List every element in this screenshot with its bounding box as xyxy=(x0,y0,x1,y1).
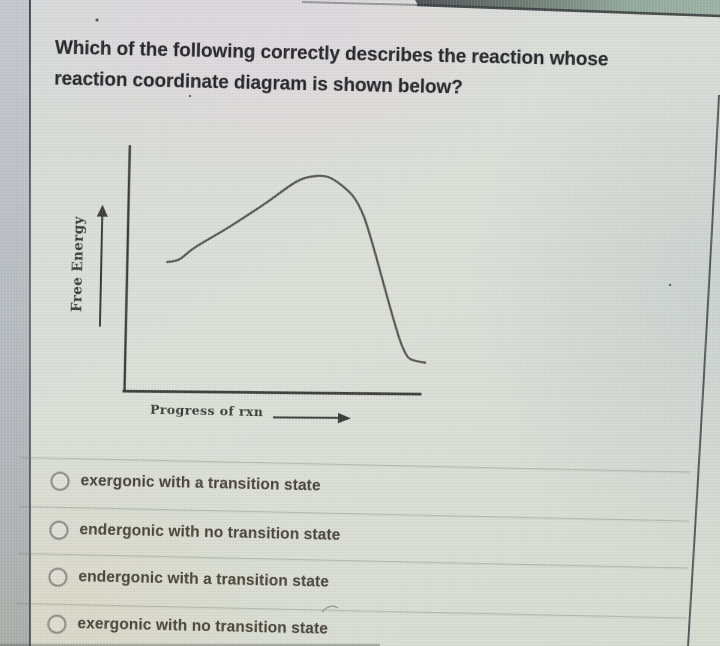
x-axis xyxy=(122,389,422,396)
option-label-2: endergonic with no transition state xyxy=(79,521,341,544)
y-axis xyxy=(123,145,132,392)
reaction-curve xyxy=(166,174,427,364)
answer-option-1[interactable]: exergonic with a transition state xyxy=(50,464,321,504)
quiz-content: Which of the following correctly describ… xyxy=(16,0,700,646)
page-left-edge xyxy=(0,0,30,646)
radio-button-4[interactable] xyxy=(47,614,67,634)
option-label-4: exergonic with no transition state xyxy=(77,615,329,638)
progress-arrow xyxy=(272,412,351,424)
x-axis-label: Progress of rxn xyxy=(149,401,264,420)
radio-button-3[interactable] xyxy=(48,567,68,587)
page-left-edge-line xyxy=(29,0,31,646)
option-label-3: endergonic with a transition state xyxy=(78,568,330,591)
y-axis-label: Free Energy xyxy=(69,216,88,313)
radio-button-1[interactable] xyxy=(50,471,70,491)
answer-option-4[interactable]: exergonic with no transition state xyxy=(47,607,328,646)
answer-option-2[interactable]: endergonic with no transition state xyxy=(49,513,341,553)
reaction-coordinate-diagram xyxy=(96,145,427,424)
radio-button-2[interactable] xyxy=(49,520,69,540)
answer-option-3[interactable]: endergonic with a transition state xyxy=(48,560,329,600)
option-label-1: exergonic with a transition state xyxy=(80,472,321,495)
free-energy-arrow xyxy=(96,204,108,327)
